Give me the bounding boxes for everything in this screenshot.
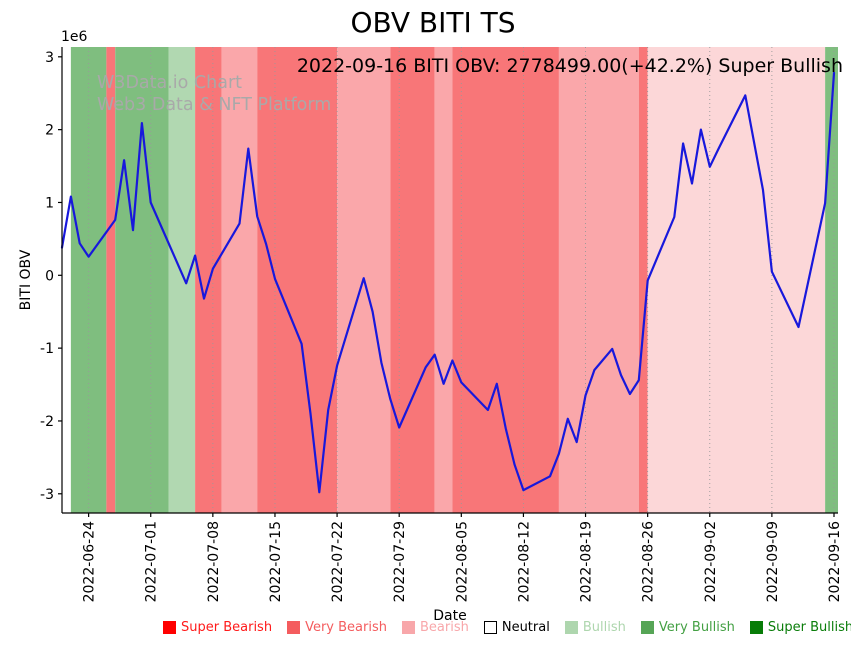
- y-axis-label: BITI OBV: [18, 249, 34, 311]
- band-bearish: [647, 47, 826, 513]
- legend-item-very-bullish: Very Bullish: [640, 620, 735, 635]
- legend-item-bearish: Bearish: [401, 620, 469, 635]
- x-tick-label: 2022-09-02: [703, 521, 719, 602]
- legend: Super Bearish Very Bearish Bearish Neutral B…: [163, 620, 851, 635]
- watermark: W3Data.io Chart Web3 Data & NFT Platform: [97, 72, 331, 116]
- annotation-text: 2022-09-16 BITI OBV: 2778499.00(+42.2%) …: [296, 55, 843, 77]
- y-tick-label: 3: [45, 50, 54, 66]
- y-axis-offset-label: 1e6: [61, 29, 88, 45]
- x-tick-label: 2022-09-09: [765, 521, 781, 602]
- x-tick-label: 2022-09-16: [827, 521, 843, 602]
- y-tick-label: -1: [40, 341, 54, 357]
- legend-label-very-bearish: Very Bearish: [305, 620, 387, 635]
- y-tick-label: -3: [40, 487, 54, 503]
- x-tick-label: 2022-07-01: [144, 521, 160, 602]
- legend-item-neutral: Neutral: [483, 620, 550, 635]
- band-very-bearish: [221, 47, 258, 513]
- legend-item-super-bullish: Super Bullish: [749, 620, 851, 635]
- legend-label-super-bearish: Super Bearish: [181, 620, 273, 635]
- x-tick-label: 2022-07-29: [392, 521, 408, 602]
- band-super-bearish: [106, 47, 116, 513]
- watermark-line1: W3Data.io Chart: [97, 73, 243, 93]
- legend-swatch-bearish: [401, 621, 415, 634]
- legend-item-super-bearish: Super Bearish: [163, 620, 272, 635]
- legend-swatch-bullish: [564, 621, 578, 634]
- legend-label-neutral: Neutral: [501, 620, 550, 635]
- legend-item-bullish: Bullish: [564, 620, 626, 635]
- band-super-bearish: [452, 47, 559, 513]
- legend-swatch-very-bullish: [640, 621, 654, 634]
- x-tick-label: 2022-08-19: [579, 521, 595, 602]
- legend-label-super-bullish: Super Bullish: [767, 620, 851, 635]
- legend-item-very-bearish: Very Bearish: [287, 620, 387, 635]
- legend-label-bullish: Bullish: [582, 620, 626, 635]
- x-tick-label: 2022-08-26: [641, 521, 657, 602]
- legend-label-very-bullish: Very Bullish: [658, 620, 735, 635]
- x-tick-label: 2022-06-24: [82, 521, 98, 602]
- y-tick-label: 1: [45, 195, 54, 211]
- y-tick-label: 0: [45, 268, 54, 284]
- legend-swatch-neutral: [483, 621, 497, 634]
- band-super-bullish: [115, 47, 169, 513]
- band-very-bearish: [558, 47, 639, 513]
- y-tick-label: -2: [40, 414, 54, 430]
- band-super-bearish: [638, 47, 648, 513]
- x-tick-label: 2022-07-22: [330, 521, 346, 602]
- legend-label-bearish: Bearish: [419, 620, 469, 635]
- legend-swatch-super-bearish: [163, 621, 176, 634]
- obv-line: [60, 71, 836, 494]
- x-tick-label: 2022-08-05: [454, 521, 470, 602]
- chart-title: OBV BITI TS: [350, 6, 516, 39]
- watermark-line2: Web3 Data & NFT Platform: [97, 95, 332, 115]
- band-super-bearish: [257, 47, 338, 513]
- x-tick-label: 2022-07-08: [206, 521, 222, 602]
- band-very-bullish: [168, 47, 196, 513]
- band-super-bearish: [390, 47, 435, 513]
- legend-swatch-very-bearish: [287, 621, 301, 634]
- x-tick-label: 2022-08-12: [516, 521, 532, 602]
- band-neutral: [62, 47, 71, 513]
- x-tick-label: 2022-07-15: [268, 521, 284, 602]
- legend-swatch-super-bullish: [749, 621, 763, 634]
- x-axis-label: Date: [433, 608, 467, 624]
- band-very-bearish: [434, 47, 453, 513]
- y-tick-label: 2: [45, 123, 54, 139]
